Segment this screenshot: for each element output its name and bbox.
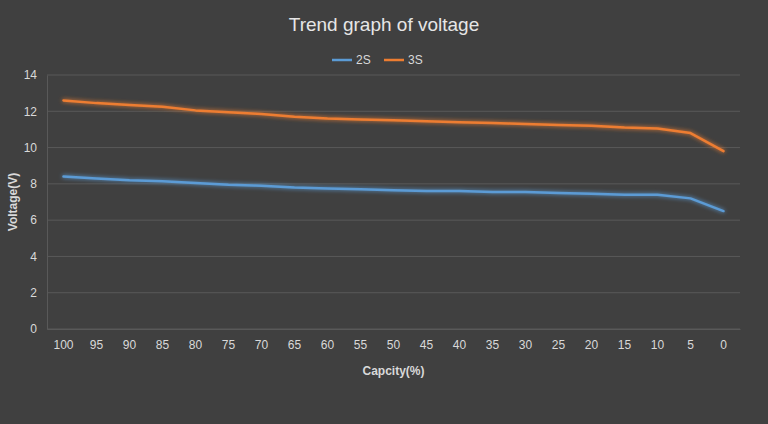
x-tick: 80 [189, 329, 203, 352]
grid-line [47, 183, 740, 184]
x-tick-label: 55 [354, 338, 368, 352]
x-tick: 10 [651, 329, 665, 352]
x-axis: 1009590858075706560555045403530252015105… [48, 329, 741, 352]
x-tick-label: 80 [189, 338, 203, 352]
x-tick: 100 [53, 329, 73, 352]
x-tick: 55 [354, 329, 368, 352]
grid-line [47, 111, 740, 112]
x-tick: 75 [222, 329, 236, 352]
x-tick-label: 35 [486, 338, 500, 352]
x-tick-label: 75 [222, 338, 236, 352]
legend-label: 2S [356, 53, 371, 67]
y-tick-label: 14 [24, 68, 38, 82]
y-tick: 0 [30, 322, 47, 336]
x-tick-label: 60 [321, 338, 335, 352]
x-tick: 60 [321, 329, 335, 352]
x-tick-label: 70 [255, 338, 269, 352]
x-tick-label: 40 [453, 338, 467, 352]
y-axis-title: Voltage(V) [6, 173, 20, 231]
y-tick-label: 4 [30, 250, 37, 264]
grid-line [47, 147, 740, 148]
y-tick-label: 6 [30, 213, 37, 227]
chart: 0246810121410095908580757065605550454035… [0, 0, 768, 424]
x-tick-label: 100 [53, 338, 73, 352]
plot-area [64, 100, 724, 211]
legend-label: 3S [408, 53, 423, 67]
x-tick: 90 [123, 329, 137, 352]
x-tick-label: 85 [156, 338, 170, 352]
background [0, 0, 768, 424]
x-tick-label: 5 [687, 338, 694, 352]
x-tick: 85 [156, 329, 170, 352]
y-tick-label: 10 [24, 141, 38, 155]
title: Trend graph of voltage [289, 14, 479, 35]
x-tick-label: 50 [387, 338, 401, 352]
legend-swatch [384, 59, 404, 62]
y-axis-line [47, 76, 48, 330]
y-tick-label: 2 [30, 286, 37, 300]
y-tick: 2 [30, 286, 47, 300]
x-tick: 0 [720, 329, 727, 352]
y-axis: 0 2 4 6 8 10 12 14 [24, 68, 48, 336]
grid-line [47, 329, 740, 330]
grid-line [47, 256, 740, 257]
x-tick: 20 [585, 329, 599, 352]
x-tick: 50 [387, 329, 401, 352]
series-line [64, 100, 724, 151]
x-tick: 15 [618, 329, 632, 352]
x-axis-title: Capcity(%) [362, 364, 424, 378]
y-tick-label: 8 [30, 177, 37, 191]
x-tick: 45 [420, 329, 434, 352]
grid [47, 75, 740, 329]
x-tick-label: 95 [90, 338, 104, 352]
x-tick: 95 [90, 329, 104, 352]
x-tick: 30 [519, 329, 533, 352]
x-tick-label: 0 [720, 338, 727, 352]
x-tick-label: 65 [288, 338, 302, 352]
y-tick: 14 [24, 68, 47, 82]
x-tick-label: 45 [420, 338, 434, 352]
x-tick: 25 [552, 329, 566, 352]
grid-line [47, 292, 740, 293]
y-tick: 4 [30, 250, 47, 264]
x-tick-label: 90 [123, 338, 137, 352]
y-tick: 10 [24, 141, 47, 155]
y-tick-label: 12 [24, 105, 38, 119]
x-tick: 5 [687, 329, 694, 352]
legend-swatch [332, 59, 352, 62]
x-tick-label: 15 [618, 338, 632, 352]
grid-line [47, 75, 740, 76]
x-tick-label: 10 [651, 338, 665, 352]
x-tick: 40 [453, 329, 467, 352]
x-tick-label: 30 [519, 338, 533, 352]
grid-line [47, 220, 740, 221]
x-tick-label: 25 [552, 338, 566, 352]
y-tick-label: 0 [30, 322, 37, 336]
x-tick: 65 [288, 329, 302, 352]
y-tick: 12 [24, 105, 47, 119]
x-tick: 70 [255, 329, 269, 352]
series-line [64, 177, 724, 211]
y-tick: 8 [30, 177, 47, 191]
y-tick: 6 [30, 213, 47, 227]
x-tick-label: 20 [585, 338, 599, 352]
x-axis-line [48, 329, 741, 330]
legend: 2S 3S [332, 53, 423, 67]
x-tick: 35 [486, 329, 500, 352]
